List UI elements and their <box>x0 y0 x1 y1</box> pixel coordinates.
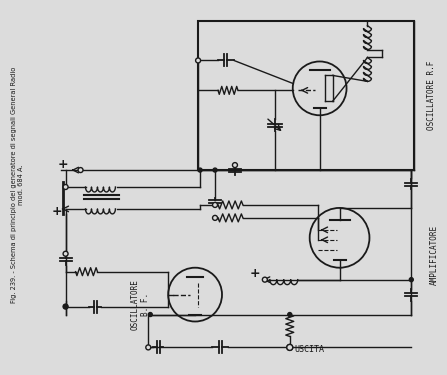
Circle shape <box>287 344 293 350</box>
Text: +: + <box>57 158 68 171</box>
Circle shape <box>146 345 151 350</box>
Circle shape <box>63 184 68 189</box>
Circle shape <box>262 277 267 282</box>
Circle shape <box>212 215 218 220</box>
Text: AMPLIFICATORE: AMPLIFICATORE <box>430 225 439 285</box>
Circle shape <box>63 251 68 256</box>
Circle shape <box>198 168 202 172</box>
Text: OSCILLATORE
B. F.: OSCILLATORE B. F. <box>131 279 150 330</box>
Circle shape <box>232 163 237 168</box>
Circle shape <box>63 304 68 309</box>
Circle shape <box>196 58 201 63</box>
Text: +: + <box>249 267 260 280</box>
Text: OSCILLATORE R.F: OSCILLATORE R.F <box>427 61 436 130</box>
Circle shape <box>409 278 413 282</box>
Circle shape <box>213 168 217 172</box>
Text: Fig. 239. - Schema di principio del generatore di segnali General Radio
mod. 684: Fig. 239. - Schema di principio del gene… <box>11 67 24 303</box>
Bar <box>198 21 414 170</box>
Text: USCITA: USCITA <box>295 345 325 354</box>
Circle shape <box>78 168 83 172</box>
Circle shape <box>287 344 293 350</box>
Text: +: + <box>51 206 62 218</box>
Circle shape <box>212 202 218 207</box>
Circle shape <box>288 312 292 316</box>
Circle shape <box>148 312 152 316</box>
Circle shape <box>63 304 67 309</box>
